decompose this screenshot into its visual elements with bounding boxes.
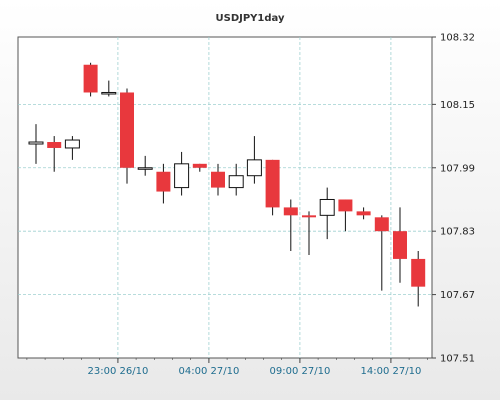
candle-body-down [83, 64, 98, 93]
candle [319, 187, 335, 240]
candle-body-down [374, 217, 389, 232]
candle [228, 163, 244, 196]
candle-body-up [228, 175, 244, 189]
candle [28, 124, 44, 164]
candle-body-up [101, 91, 117, 95]
candle [101, 80, 117, 97]
candle [83, 62, 98, 97]
candle-body-down [265, 159, 280, 208]
candle-body-down [120, 92, 134, 168]
candle [302, 211, 316, 255]
candle-body-down [356, 211, 371, 216]
candle-body-down [302, 215, 316, 218]
y-tick-label: 107.83 [440, 227, 475, 238]
candle-body-down [411, 258, 426, 287]
candle [137, 155, 153, 176]
candles [28, 62, 426, 307]
candle [211, 163, 225, 196]
candle-body-up [319, 198, 335, 216]
candle-body-up [28, 141, 44, 145]
candle-body-down [192, 163, 207, 168]
candle [374, 215, 389, 291]
candle [47, 136, 62, 172]
candle-body-down [393, 231, 407, 259]
x-tick-label: 04:00 27/10 [178, 366, 239, 377]
candle-body-up [246, 159, 262, 177]
x-tick-label: 09:00 27/10 [269, 366, 330, 377]
candle-body-down [283, 207, 298, 216]
x-tick-label: 14:00 27/10 [360, 366, 421, 377]
candle-body-down [47, 142, 62, 148]
y-tick-label: 108.32 [440, 33, 475, 44]
candle [356, 207, 371, 220]
y-tick-label: 107.99 [440, 163, 475, 174]
candle [265, 159, 280, 216]
grid-lines [18, 37, 432, 358]
candle [156, 163, 171, 204]
chart-title: USDJPY1day [216, 13, 285, 24]
axes: 108.32 108.15 107.99 107.83 107.67 107.51 23:0… [26, 33, 475, 377]
candle-body-down [338, 199, 353, 212]
candle [411, 251, 426, 307]
candle-body-up [137, 167, 153, 170]
candle [246, 136, 262, 184]
y-tick-label: 107.67 [440, 290, 475, 301]
candle [174, 151, 190, 196]
y-tick-label: 107.51 [440, 354, 475, 365]
candle [283, 199, 298, 251]
plot-area [17, 36, 433, 359]
candle-body-down [156, 171, 171, 192]
candle [192, 163, 207, 172]
candle-body-up [174, 163, 190, 189]
candle [64, 136, 80, 160]
candle [338, 199, 353, 232]
candle-body-down [211, 171, 225, 188]
candle [393, 207, 407, 283]
candle-body-up [64, 139, 80, 149]
y-tick-label: 108.15 [440, 100, 475, 111]
candle [120, 88, 134, 184]
x-tick-label: 23:00 26/10 [87, 366, 148, 377]
